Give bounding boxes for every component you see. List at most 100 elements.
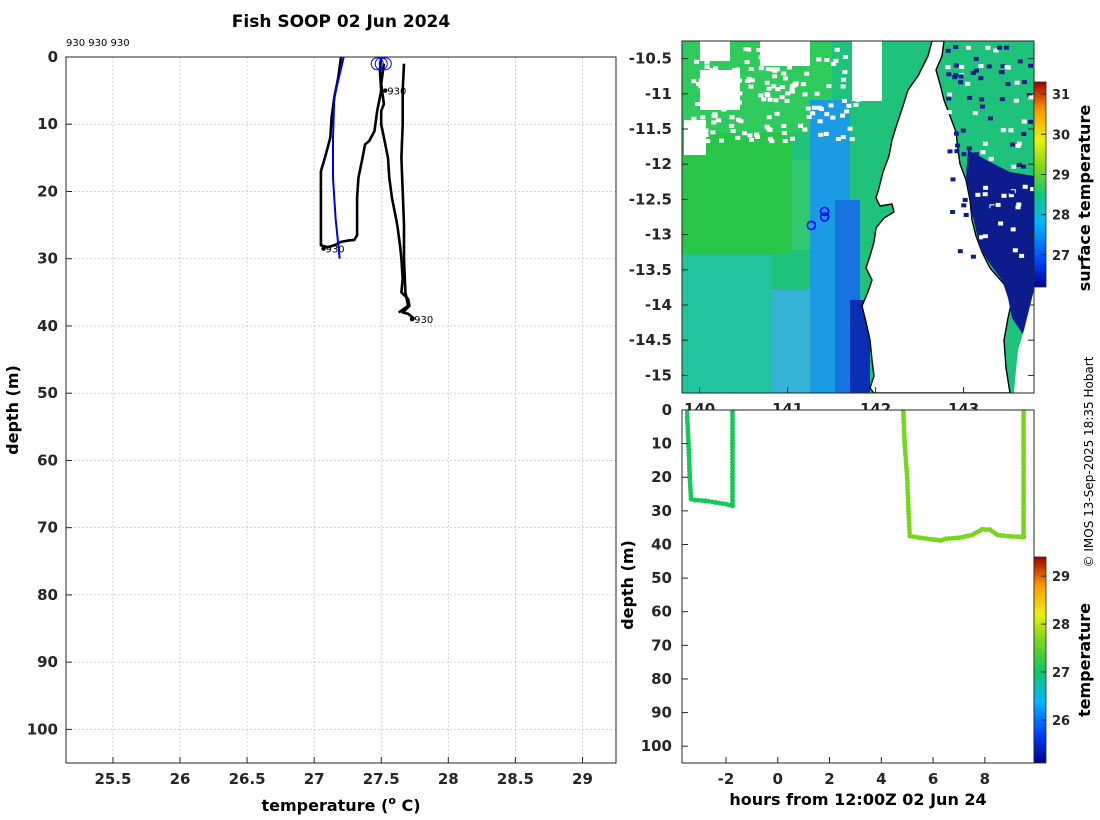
cloud-pixel <box>781 131 787 136</box>
time-ytick-label: 0 <box>662 401 672 419</box>
cloud-pixel <box>729 104 735 109</box>
cloud-pixel <box>1012 248 1018 253</box>
cloud-pixel <box>817 105 823 110</box>
cloud-pixel <box>840 135 846 140</box>
sst-ytick-label: -13 <box>645 226 672 244</box>
station-markers <box>806 206 830 231</box>
cloud-pixel <box>1028 119 1034 124</box>
sst-ytick-label: -14 <box>645 296 672 314</box>
cloud-pixel <box>1015 144 1021 148</box>
time-ytick-label: 20 <box>651 468 672 486</box>
time-ytick-label: 50 <box>651 569 672 587</box>
cloud-pixel <box>775 87 781 92</box>
cloud-pixel <box>781 50 787 54</box>
cloud-pixel <box>966 146 972 151</box>
profile-xtick-label: 25.5 <box>94 770 131 788</box>
cloud-pixel <box>779 95 785 100</box>
sst-colorbar-tick-label: 29 <box>1052 168 1070 183</box>
sst-colorbar-ticks: 27 28 29 30 31 <box>1041 88 1070 264</box>
cloud-pixel <box>709 68 715 73</box>
cloud-pixel <box>784 47 790 52</box>
cloud-pixel <box>983 141 988 146</box>
profile-ytick-label: 10 <box>37 115 58 133</box>
cloud-pixel <box>758 55 764 60</box>
cloud-pixel <box>754 132 760 137</box>
profile-end-label: 930 <box>414 315 433 326</box>
cloud-pixel <box>833 58 839 63</box>
cloud-pixel <box>956 178 961 183</box>
profile-end-point <box>383 88 388 93</box>
cloud-pixel <box>957 236 963 241</box>
cloud-pixel <box>737 100 742 105</box>
cloud-pixel <box>970 254 976 259</box>
profile-xtick-label: 29 <box>572 770 593 788</box>
cloud-pixel <box>729 115 735 120</box>
cast-point <box>1021 410 1026 413</box>
cloud-pixel <box>966 45 971 50</box>
profile-ytick-label: 70 <box>37 519 58 537</box>
cloud-pixel <box>748 67 754 71</box>
cloud-pixel <box>986 64 992 69</box>
cloud-pixel <box>1010 142 1016 147</box>
cloud-pixel <box>954 149 960 154</box>
cast-point <box>684 411 690 416</box>
sst-ytick-label: -15 <box>645 366 672 384</box>
cloud-pixel <box>710 87 716 92</box>
profile-ytick-label: 0 <box>48 48 58 66</box>
cloud-pixel <box>724 95 729 100</box>
cloud-pixel <box>947 149 953 154</box>
cloud-pixel <box>768 59 774 64</box>
temperature-colorbar-tick-label: 26 <box>1052 714 1070 729</box>
cloud-pixel <box>954 131 959 136</box>
cloud-pixel <box>1005 82 1011 87</box>
cloud-pixel <box>718 45 723 50</box>
cloud-pixel <box>957 188 963 193</box>
cloud-pixel <box>711 82 717 87</box>
cloud-pixel <box>737 91 743 96</box>
cast-point <box>688 496 694 502</box>
cloud-pixel <box>1015 205 1021 210</box>
cloud-pixel <box>781 71 787 76</box>
cloud-pixel <box>817 119 823 124</box>
chart-title: Fish SOOP 02 Jun 2024 <box>232 12 451 32</box>
cloud-pixel <box>735 135 741 140</box>
profile-xtick-label: 26.5 <box>229 770 266 788</box>
time-depth-data <box>684 410 1026 543</box>
temperature-colorbar-label: temperature <box>1075 603 1094 717</box>
cloud-pixel <box>749 137 754 142</box>
cloud-pixel <box>980 150 986 155</box>
cloud-pixel <box>841 77 846 82</box>
cloud-pixel <box>1016 141 1022 146</box>
cloud-pixel <box>975 166 981 171</box>
cloud-pixel <box>965 81 971 86</box>
cloud-pixel <box>748 84 754 89</box>
cloud-pixel <box>721 73 727 78</box>
cloud-pixel <box>843 55 848 59</box>
cloud-pixel <box>824 58 830 62</box>
cloud-pixel <box>853 93 859 98</box>
cloud-pixel <box>979 97 985 102</box>
cloud-pixel <box>998 221 1004 226</box>
time-ytick-label: 70 <box>651 636 672 654</box>
cloud-pixel <box>749 78 755 83</box>
cloud-pixel <box>758 66 764 71</box>
sst-map-image <box>682 41 1034 393</box>
cloud-pixel <box>785 91 791 96</box>
cloud-pixel <box>995 169 1001 173</box>
cloud-pixel <box>1014 80 1020 85</box>
cloud-pixel <box>773 98 779 103</box>
temperature-colorbar-ticks: 26 27 28 29 <box>1041 570 1070 729</box>
cloud-pixel <box>947 163 953 168</box>
cloud-pixel <box>765 53 770 58</box>
time-xtick-label: 0 <box>773 770 783 788</box>
cast-point <box>692 497 698 503</box>
cloud-pixel <box>958 80 964 85</box>
time-xtick-label: 4 <box>876 770 886 788</box>
cloud-pixel <box>947 92 953 97</box>
cloud-pixel <box>995 202 1001 207</box>
cloud-pixel <box>711 120 717 125</box>
cloud-pixel <box>704 65 710 69</box>
cloud-pixel <box>946 110 952 115</box>
time-ytick-label: 10 <box>651 435 672 453</box>
